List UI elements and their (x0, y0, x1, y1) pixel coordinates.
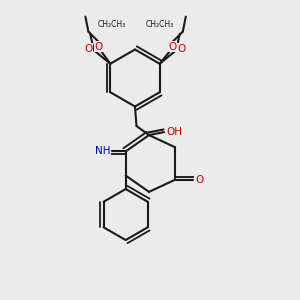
Text: O: O (168, 42, 176, 52)
Text: O: O (195, 175, 204, 185)
Text: CH₂CH₃: CH₂CH₃ (98, 20, 126, 29)
Text: CH₂CH₃: CH₂CH₃ (146, 20, 174, 29)
Text: O: O (178, 44, 186, 54)
Text: O: O (84, 44, 92, 54)
Text: O: O (95, 42, 103, 52)
Text: OH: OH (166, 127, 182, 137)
Text: NH: NH (95, 146, 110, 157)
